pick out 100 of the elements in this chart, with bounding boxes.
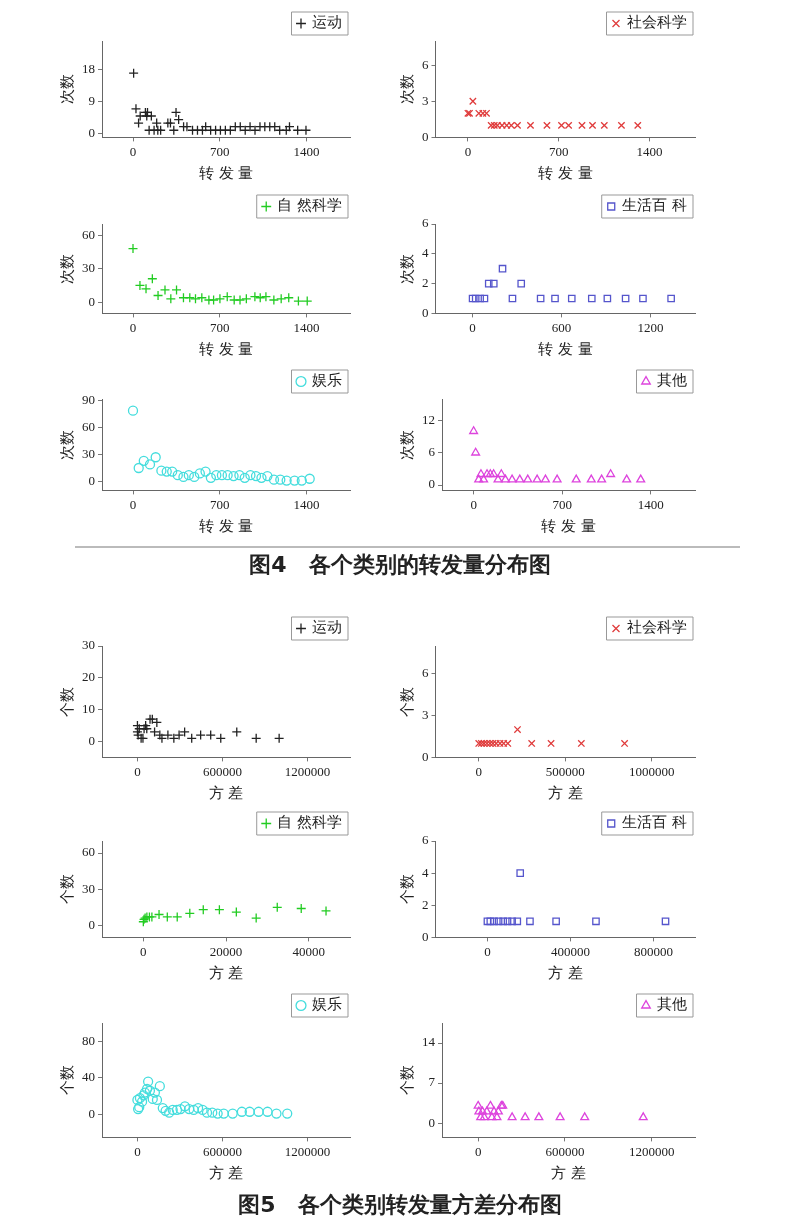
point xyxy=(216,470,228,481)
x-axis-title: 转 发 量 xyxy=(537,163,593,182)
y-tick-label: 2 xyxy=(422,896,429,912)
point xyxy=(304,473,315,484)
point xyxy=(479,474,489,483)
y-tick-label: 0 xyxy=(422,928,429,944)
y-tick-label: 40 xyxy=(82,1069,95,1085)
point xyxy=(197,1104,208,1116)
point xyxy=(639,294,647,303)
y-tick-label: 18 xyxy=(82,60,95,76)
x-axis-title: 转 发 量 xyxy=(198,516,254,535)
point xyxy=(144,459,156,470)
legend-label: 娱乐 xyxy=(312,995,342,1014)
point xyxy=(188,1104,199,1116)
point xyxy=(173,729,185,741)
legend-label: 运动 xyxy=(312,13,342,32)
point xyxy=(207,1107,218,1118)
y-tick-label: 9 xyxy=(88,93,95,109)
x-tick-label: 0 xyxy=(475,763,482,779)
point xyxy=(296,475,307,486)
point xyxy=(200,466,211,477)
legend-label: 社会科学 xyxy=(627,618,687,637)
point xyxy=(184,1103,195,1115)
y-tick-label: 6 xyxy=(422,56,429,72)
point xyxy=(260,291,272,302)
point xyxy=(275,474,286,485)
point xyxy=(133,117,144,129)
legend-label: 社会科学 xyxy=(627,13,687,32)
x-tick-label: 700 xyxy=(210,319,230,335)
x-tick-label: 800000 xyxy=(633,943,673,959)
point xyxy=(162,911,173,923)
y-tick-label: 30 xyxy=(82,260,95,276)
y-tick-label: 0 xyxy=(422,128,429,144)
y-tick-label: 4 xyxy=(422,864,429,880)
point xyxy=(606,469,616,478)
point xyxy=(469,97,477,106)
point xyxy=(172,911,183,923)
point xyxy=(201,1107,213,1118)
point xyxy=(268,294,280,306)
point xyxy=(667,294,675,303)
legend-label: 运动 xyxy=(312,618,342,637)
y-axis-title: 个数 xyxy=(397,686,416,717)
y-tick-label: 6 xyxy=(422,665,429,681)
x-tick-label: 1400 xyxy=(293,319,320,335)
point xyxy=(479,109,487,118)
point xyxy=(474,474,484,483)
text: 图5 各个类别转发量方差分布图 xyxy=(237,1191,563,1219)
point xyxy=(234,294,246,306)
legend-label: 其他 xyxy=(657,371,687,390)
point xyxy=(523,474,533,483)
x-tick-label: 600000 xyxy=(545,1143,585,1159)
point xyxy=(156,465,167,476)
x-tick-label: 600000 xyxy=(202,763,242,779)
point xyxy=(189,471,200,483)
y-tick-label: 0 xyxy=(428,476,435,492)
point xyxy=(320,905,332,917)
point xyxy=(532,474,542,483)
point xyxy=(500,474,510,483)
point xyxy=(175,1103,186,1115)
point xyxy=(227,1108,238,1119)
point xyxy=(621,294,630,303)
point xyxy=(493,474,503,483)
point xyxy=(555,1112,565,1121)
point xyxy=(557,121,566,130)
point xyxy=(127,243,139,254)
point xyxy=(231,906,242,918)
point xyxy=(156,733,168,744)
x-tick-label: 0 xyxy=(470,496,477,512)
y-tick-label: 0 xyxy=(88,125,95,141)
point xyxy=(190,293,201,305)
x-axis-title: 方 差 xyxy=(208,783,244,802)
point xyxy=(476,469,486,478)
y-tick-label: 6 xyxy=(422,215,429,231)
x-tick-label: 600000 xyxy=(202,1143,242,1159)
x-tick-label: 0 xyxy=(129,319,137,335)
point xyxy=(473,1100,483,1109)
point xyxy=(484,279,493,288)
point xyxy=(136,1096,148,1107)
legend-label: 自 然科学 xyxy=(277,813,343,832)
point xyxy=(276,293,287,305)
point xyxy=(487,1112,497,1121)
point xyxy=(492,1112,502,1121)
point xyxy=(282,1108,293,1119)
y-tick-label: 30 xyxy=(82,445,95,461)
point xyxy=(489,469,499,478)
x-tick-label: 0 xyxy=(484,943,491,959)
point xyxy=(142,1076,154,1087)
y-axis-title: 个数 xyxy=(57,874,76,905)
point xyxy=(218,1108,229,1119)
point xyxy=(150,452,161,463)
point xyxy=(571,474,581,483)
x-tick-label: 0 xyxy=(474,1143,482,1159)
y-tick-label: 3 xyxy=(422,92,429,108)
point xyxy=(498,121,506,130)
point xyxy=(212,1108,223,1119)
point xyxy=(567,294,576,303)
point xyxy=(151,1094,163,1106)
point xyxy=(302,295,313,307)
point xyxy=(208,294,219,306)
y-tick-label: 30 xyxy=(82,637,95,653)
